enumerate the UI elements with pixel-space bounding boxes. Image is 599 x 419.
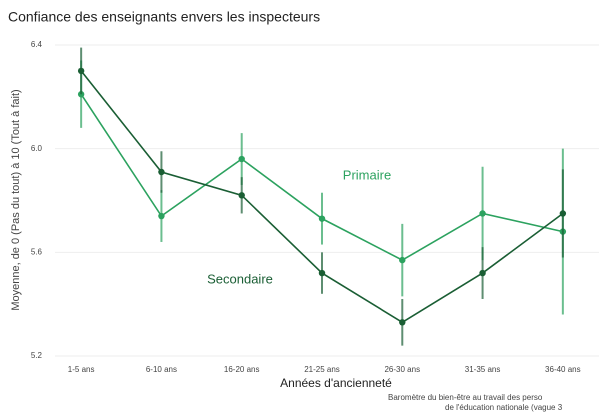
x-tick-label: 16-20 ans [224,365,260,374]
point [479,269,486,277]
point [77,67,85,75]
x-tick-label: 6-10 ans [146,365,177,374]
x-tick-label: 26-30 ans [384,365,420,374]
caption: Baromètre du bien-être au travail des pe… [388,393,543,402]
point [479,210,486,217]
y-tick-label: 5.6 [31,247,43,256]
x-tick-label: 21-25 ans [304,365,340,374]
point [158,212,165,220]
point [158,168,165,176]
chart-title: Confiance des enseignants envers les ins… [8,9,320,25]
y-tick-label: 5.2 [31,351,43,360]
caption: de l'éducation nationale (vague 3 [445,403,563,412]
x-axis-label: Années d'ancienneté [280,376,392,390]
point [238,192,245,199]
point [399,256,406,264]
y-tick-label: 6.0 [31,144,43,153]
point [318,215,326,222]
x-tick-label: 31-35 ans [465,365,501,374]
x-tick-label: 1-5 ans [68,365,95,374]
y-tick-label: 6.4 [31,40,43,49]
x-tick-label: 36-40 ans [545,365,581,374]
point [399,319,406,326]
legend-label: Primaire [343,167,391,182]
point [559,210,567,217]
y-axis-label: Moyenne, de 0 (Pas du tout) à 10 (Tout à… [10,89,22,310]
point [238,155,245,163]
legend-label: Secondaire [207,271,273,286]
point [318,269,326,277]
